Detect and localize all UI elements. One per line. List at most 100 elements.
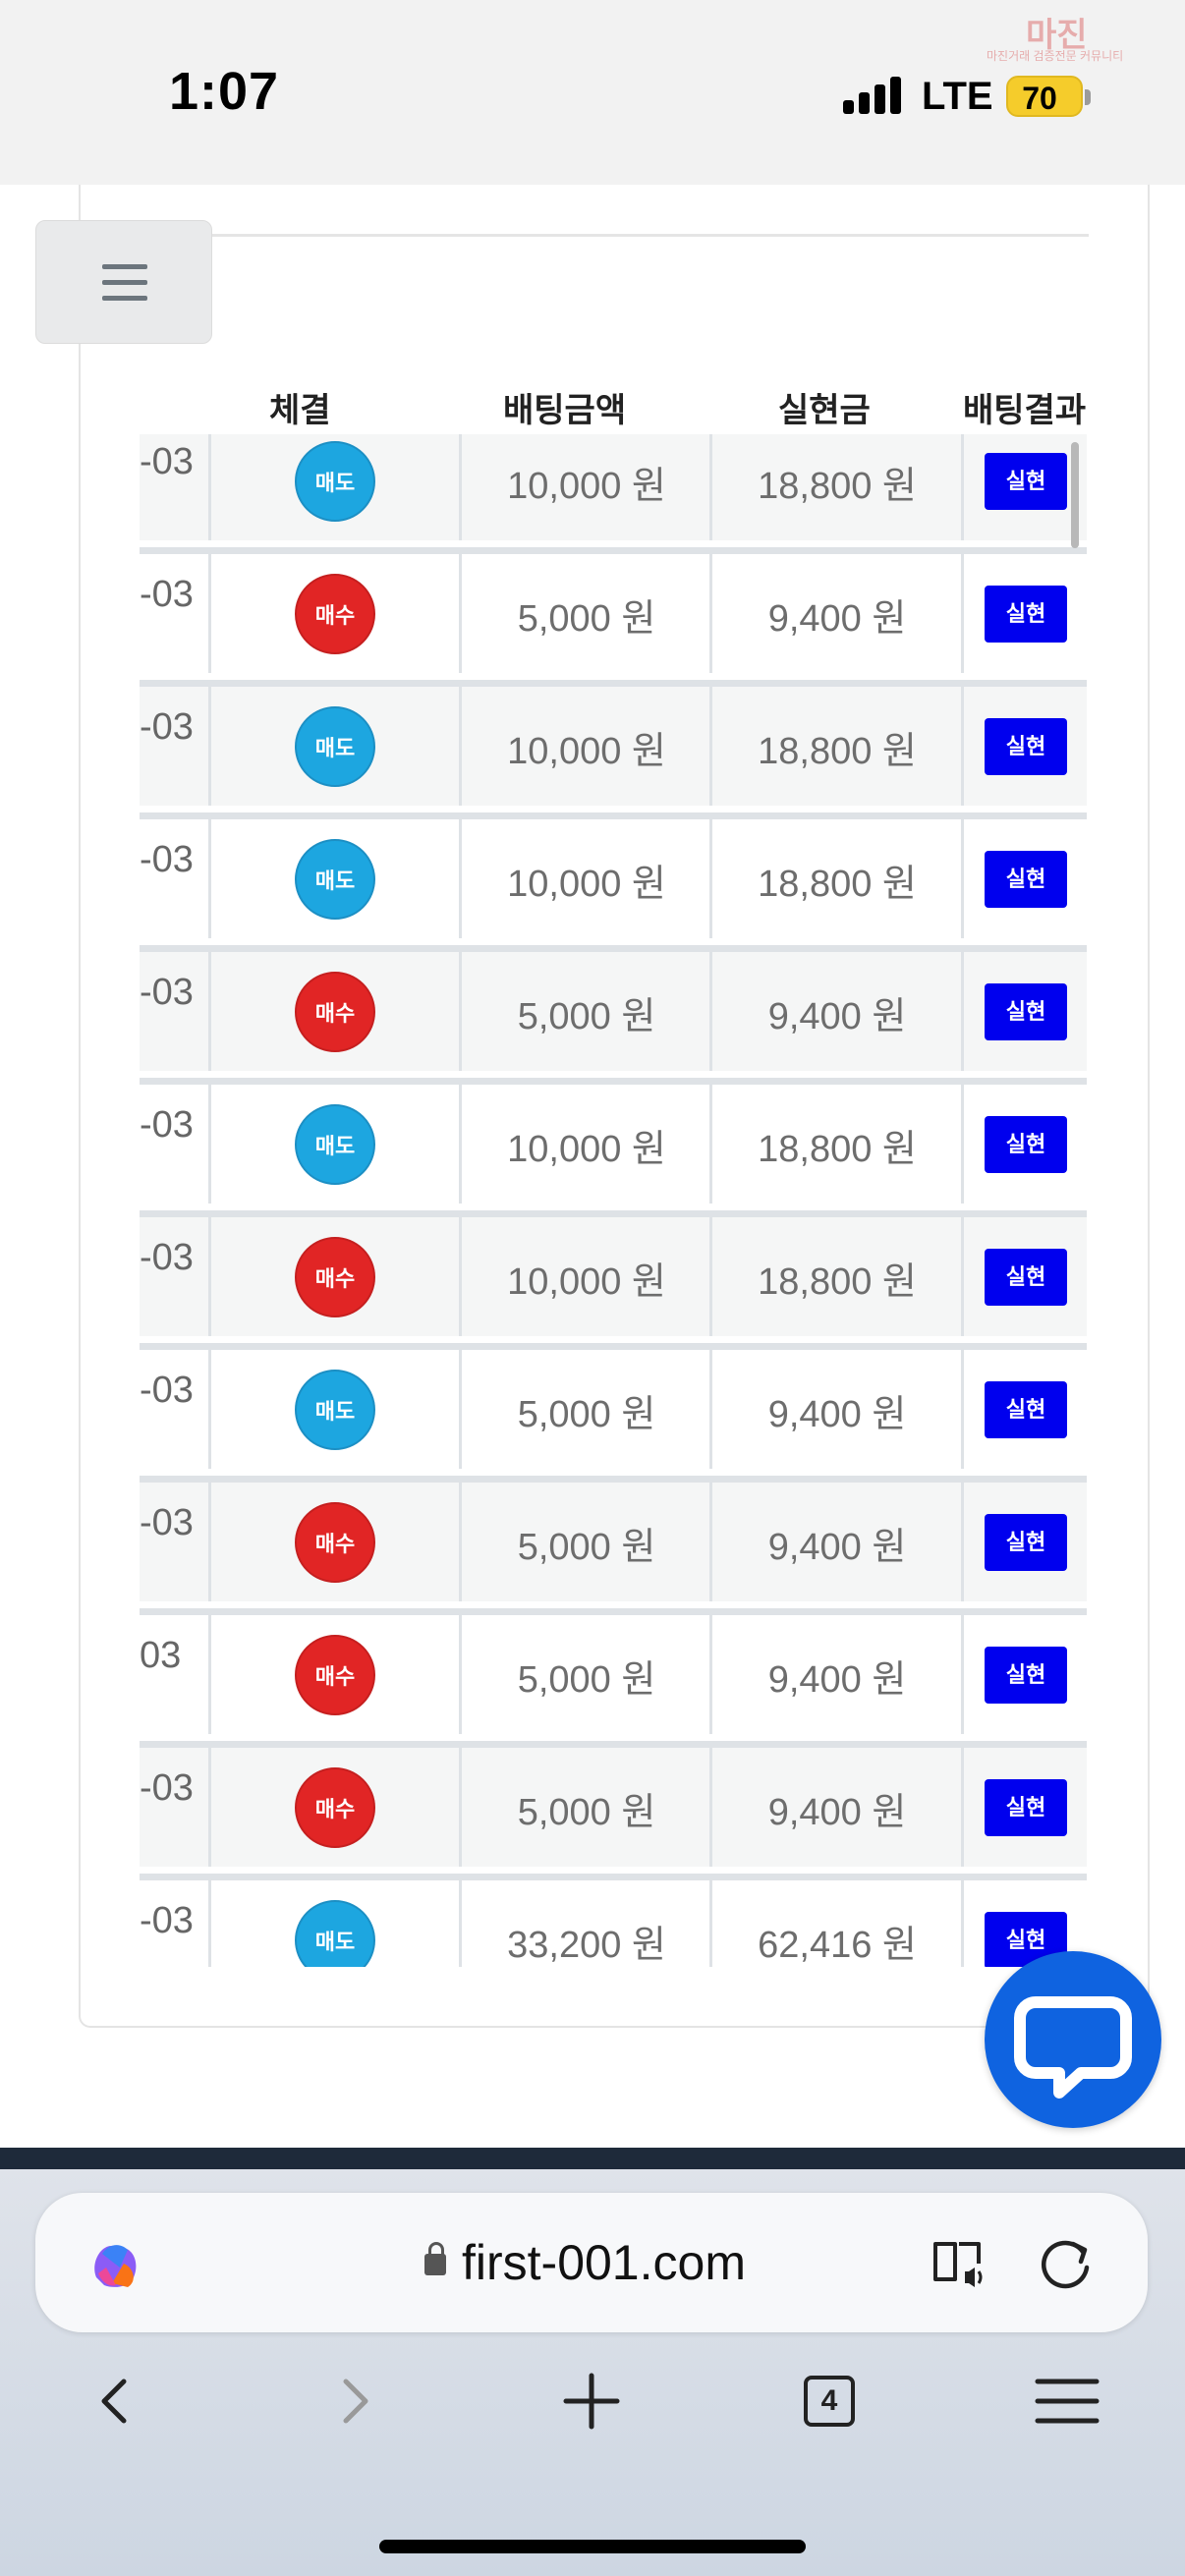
signal-icon	[843, 77, 902, 114]
header-realized: 실현금	[778, 392, 871, 429]
bet-amount: 5,000 원	[517, 1394, 656, 1435]
side-badge: 매수	[295, 1767, 375, 1848]
browser-toolbar: first-001.com 4	[0, 2169, 1185, 2576]
side-badge: 매수	[295, 574, 375, 654]
bet-amount: 5,000 원	[517, 1659, 656, 1701]
home-indicator	[379, 2540, 806, 2553]
tabs-button[interactable]: 4	[790, 2362, 869, 2440]
hamburger-icon	[102, 264, 147, 269]
row-date: -03	[140, 839, 194, 880]
address-bar[interactable]: first-001.com	[35, 2193, 1148, 2332]
row-date: -03	[140, 972, 194, 1013]
realized-amount: 18,800 원	[758, 1261, 917, 1303]
chat-bubble-icon	[1014, 1996, 1132, 2099]
header-result: 배팅결과	[963, 392, 1087, 429]
row-date: 03	[140, 1635, 182, 1676]
side-badge: 매도	[295, 1370, 375, 1450]
bet-amount: 10,000 원	[507, 1261, 666, 1303]
row-date: -03	[140, 1104, 194, 1146]
side-badge: 매도	[295, 706, 375, 787]
bets-table[interactable]: -03 매도 10,000 원 18,800 원 실현 -03 매수 5,000 원 9,400…	[140, 434, 1087, 1967]
realized-amount: 9,400 원	[767, 1792, 907, 1833]
battery-icon: 70	[1006, 76, 1091, 117]
bet-amount: 10,000 원	[507, 1129, 666, 1170]
bet-amount: 10,000 원	[507, 466, 666, 507]
table-row: -03 매수 5,000 원 9,400 원 실현	[140, 1741, 1087, 1867]
realized-amount: 18,800 원	[758, 466, 917, 507]
table-row: -03 매도 10,000 원 18,800 원 실현	[140, 434, 1087, 540]
page-footer-strip	[0, 2148, 1185, 2173]
new-tab-icon[interactable]	[552, 2362, 631, 2440]
tab-count: 4	[804, 2376, 855, 2427]
result-badge[interactable]: 실현	[985, 1647, 1067, 1704]
forward-icon[interactable]	[314, 2362, 393, 2440]
watermark-subtitle: 마진거래 검증전문 커뮤니티	[987, 49, 1124, 63]
table-row: -03 매수 5,000 원 9,400 원 실현	[140, 1476, 1087, 1601]
table-row: -03 매수 5,000 원 9,400 원 실현	[140, 945, 1087, 1071]
result-badge[interactable]: 실현	[985, 1381, 1067, 1438]
bet-amount: 5,000 원	[517, 1527, 656, 1568]
bet-amount: 10,000 원	[507, 864, 666, 905]
battery-level: 70	[1022, 81, 1057, 116]
header-side: 체결	[269, 392, 331, 429]
realized-amount: 18,800 원	[758, 731, 917, 772]
lock-icon	[424, 2242, 446, 2275]
result-badge[interactable]: 실현	[985, 1116, 1067, 1173]
table-row: -03 매도 10,000 원 18,800 원 실현	[140, 812, 1087, 938]
realized-amount: 9,400 원	[767, 1659, 907, 1701]
result-badge[interactable]: 실현	[985, 983, 1067, 1040]
header-amount: 배팅금액	[503, 392, 627, 429]
side-badge: 매도	[295, 839, 375, 920]
result-badge[interactable]: 실현	[985, 718, 1067, 775]
copilot-icon[interactable]	[85, 2234, 147, 2297]
reader-mode-icon[interactable]	[930, 2234, 988, 2293]
result-badge[interactable]: 실현	[985, 1514, 1067, 1571]
realized-amount: 9,400 원	[767, 1527, 907, 1568]
table-row: -03 매도 10,000 원 18,800 원 실현	[140, 1078, 1087, 1204]
row-date: -03	[140, 1767, 194, 1809]
watermark-logo: 마진 마진거래 검증전문 커뮤니티	[947, 8, 1173, 63]
bet-amount: 10,000 원	[507, 731, 666, 772]
table-scrollbar[interactable]	[1071, 442, 1079, 548]
reload-icon[interactable]	[1036, 2232, 1097, 2293]
status-bar: 1:07 LTE 70 마진 마진거래 검증전문 커뮤니티	[0, 0, 1185, 185]
side-badge: 매수	[295, 1237, 375, 1317]
result-badge[interactable]: 실현	[985, 1779, 1067, 1836]
row-date: -03	[140, 706, 194, 748]
result-badge[interactable]: 실현	[985, 586, 1067, 643]
result-badge[interactable]: 실현	[985, 851, 1067, 908]
bet-amount: 5,000 원	[517, 598, 656, 640]
realized-amount: 9,400 원	[767, 1394, 907, 1435]
realized-amount: 9,400 원	[767, 598, 907, 640]
table-row: -03 매도 33,200 원 62,416 원 실현	[140, 1874, 1087, 1967]
realized-amount: 9,400 원	[767, 996, 907, 1037]
table-row: 03 매수 5,000 원 9,400 원 실현	[140, 1608, 1087, 1734]
row-date: -03	[140, 1502, 194, 1543]
row-date: -03	[140, 1900, 194, 1941]
divider	[185, 234, 1089, 237]
bet-amount: 5,000 원	[517, 996, 656, 1037]
side-badge: 매수	[295, 972, 375, 1052]
menu-icon[interactable]	[1028, 2362, 1106, 2440]
realized-amount: 18,800 원	[758, 1129, 917, 1170]
row-date: -03	[140, 574, 194, 615]
table-row: -03 매도 10,000 원 18,800 원 실현	[140, 680, 1087, 806]
bet-amount: 33,200 원	[507, 1925, 666, 1966]
row-date: -03	[140, 1237, 194, 1278]
chat-button[interactable]	[985, 1951, 1161, 2128]
bet-amount: 5,000 원	[517, 1792, 656, 1833]
row-date: -03	[140, 441, 194, 482]
side-badge: 매도	[295, 441, 375, 522]
table-row: -03 매수 5,000 원 9,400 원 실현	[140, 547, 1087, 673]
back-icon[interactable]	[77, 2362, 155, 2440]
menu-button[interactable]	[35, 220, 212, 344]
side-badge: 매수	[295, 1635, 375, 1715]
side-badge: 매수	[295, 1502, 375, 1583]
status-time: 1:07	[169, 62, 280, 121]
url-text[interactable]: first-001.com	[462, 2235, 746, 2290]
result-badge[interactable]: 실현	[985, 1249, 1067, 1306]
realized-amount: 62,416 원	[758, 1925, 917, 1966]
result-badge[interactable]: 실현	[985, 453, 1067, 510]
table-row: -03 매도 5,000 원 9,400 원 실현	[140, 1343, 1087, 1469]
side-badge: 매도	[295, 1900, 375, 1967]
